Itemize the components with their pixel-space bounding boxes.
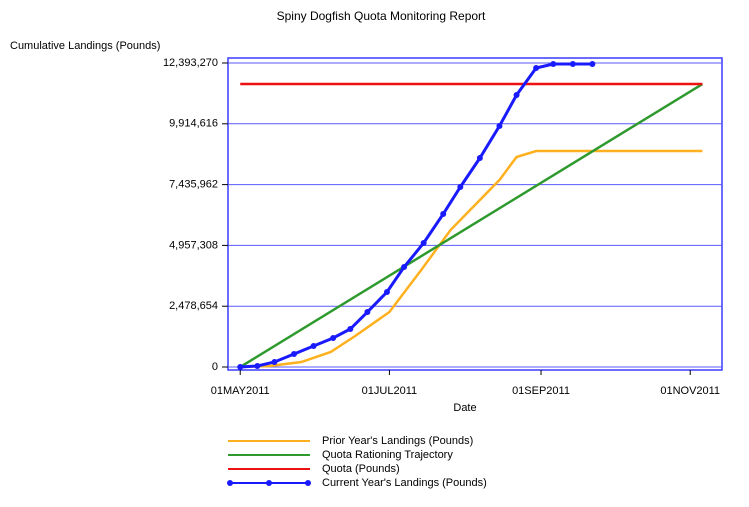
legend-label: Current Year's Landings (Pounds)	[322, 477, 487, 489]
y-tick-label: 7,435,962	[169, 179, 218, 191]
y-tick-label: 12,393,270	[163, 57, 218, 69]
chart-title: Spiny Dogfish Quota Monitoring Report	[277, 9, 486, 23]
y-tick-label: 0	[212, 361, 218, 373]
data-point	[533, 65, 540, 72]
data-point	[457, 184, 464, 191]
data-point	[383, 288, 390, 295]
x-tick-label: 01SEP2011	[512, 385, 570, 397]
data-point	[271, 358, 278, 365]
data-point	[513, 91, 520, 98]
data-point	[401, 263, 408, 270]
legend-marker	[227, 480, 233, 486]
data-point	[347, 326, 354, 333]
x-axis-label: Date	[453, 402, 476, 414]
y-tick-label: 9,914,616	[169, 118, 218, 130]
data-point	[476, 155, 483, 162]
x-tick-label: 01JUL2011	[362, 385, 417, 397]
y-tick-label: 4,957,308	[169, 239, 218, 251]
data-point	[237, 364, 244, 370]
data-point	[496, 122, 503, 129]
data-point	[254, 363, 261, 370]
legend-marker	[305, 480, 311, 486]
data-point	[291, 350, 298, 357]
legend-label: Prior Year's Landings (Pounds)	[322, 435, 473, 447]
y-tick-label: 2,478,654	[169, 300, 218, 312]
plot-frame	[227, 57, 723, 371]
data-point	[364, 309, 371, 316]
series-line	[239, 82, 704, 369]
series-line	[240, 149, 703, 369]
legend-marker	[266, 480, 272, 486]
data-point	[550, 61, 557, 68]
data-point	[310, 343, 317, 350]
data-point	[330, 335, 337, 342]
data-point	[440, 211, 447, 218]
data-point	[569, 61, 576, 68]
data-point	[420, 240, 427, 247]
legend-label: Quota (Pounds)	[322, 463, 400, 475]
y-axis-label: Cumulative Landings (Pounds)	[10, 40, 160, 52]
data-point	[589, 61, 596, 68]
x-tick-label: 01NOV2011	[660, 385, 720, 397]
series-line	[240, 62, 593, 369]
x-tick-label: 01MAY2011	[211, 385, 270, 397]
legend-label: Quota Rationing Trajectory	[322, 449, 453, 461]
